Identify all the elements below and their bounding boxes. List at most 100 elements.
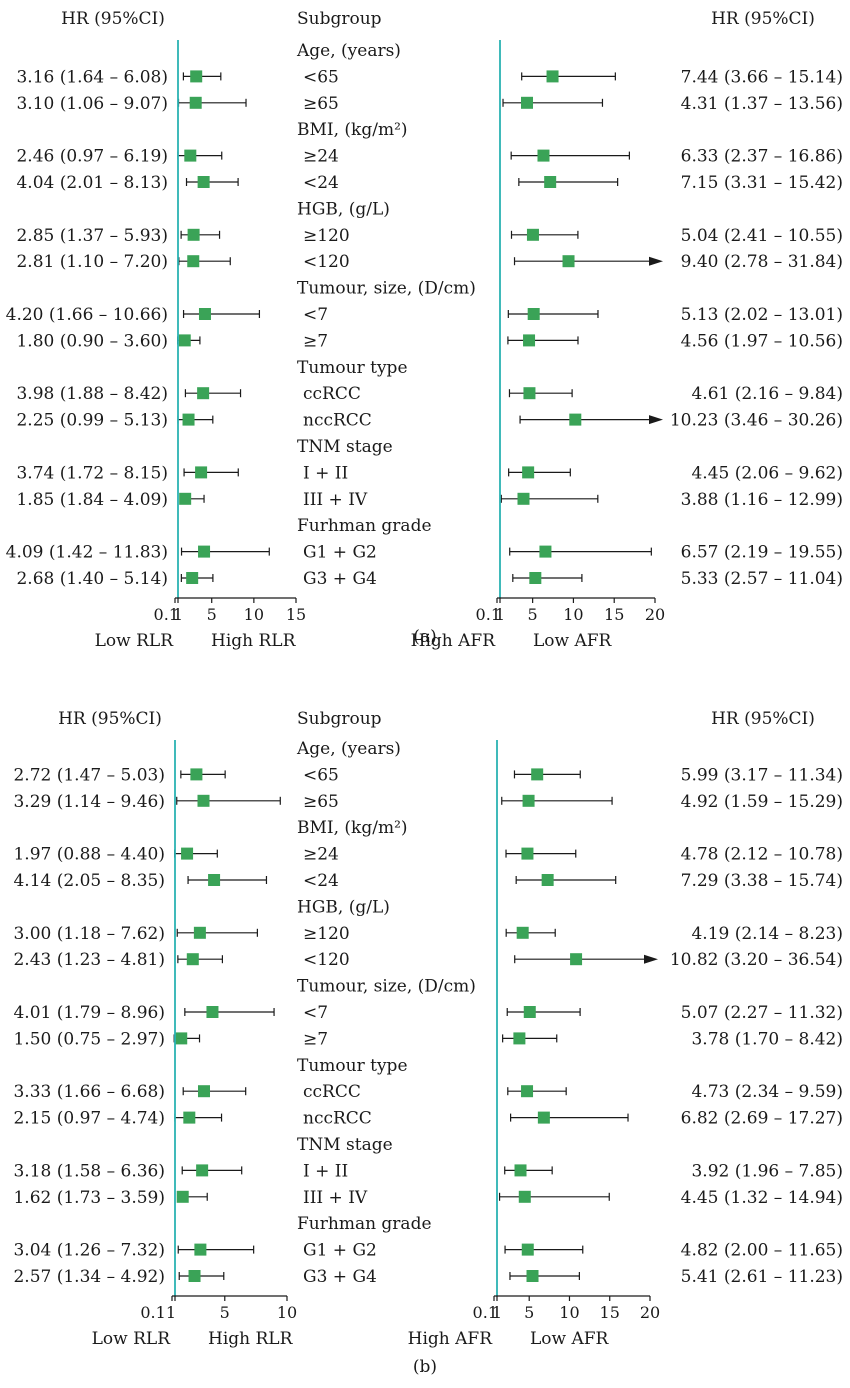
left-hr-marker (193, 926, 206, 939)
group-label: HGB, (g/L) (297, 199, 390, 219)
left-axis-tick-label: 0.11 (140, 1303, 176, 1322)
forest-row: 3.18 (1.58 – 6.36) I + II 3.92 (1.96 – 7.8… (13, 1161, 843, 1181)
left-hr-marker (187, 255, 200, 268)
left-hr-text: 3.04 (1.26 – 7.32) (13, 1241, 165, 1261)
group-label: Tumour, size, (D/cm) (297, 977, 476, 997)
right-hr-text: 5.04 (2.41 – 10.55) (681, 226, 843, 246)
left-hr-marker (196, 1164, 209, 1177)
left-hr-marker (186, 572, 199, 584)
left-hr-marker (198, 545, 211, 558)
left-hr-text: 3.29 (1.14 – 9.46) (13, 792, 165, 812)
group-label: BMI, (kg/m²) (297, 120, 408, 140)
forest-row: 2.43 (1.23 – 4.81) <120 10.82 (3.20 – 36.5… (13, 950, 843, 970)
right-axis-tick-label: 20 (640, 1303, 660, 1322)
forest-panel-a: HR (95%CI) Subgroup HR (95%CI) Age, (years)… (6, 9, 843, 651)
right-axis-tick-label: 1 (492, 1303, 502, 1322)
left-hr-text: 2.72 (1.47 – 5.03) (13, 765, 165, 785)
left-hr-marker (178, 334, 191, 347)
left-hr-text: 1.85 (1.84 – 4.09) (16, 490, 168, 510)
right-hr-text: 4.56 (1.97 – 10.56) (681, 331, 843, 351)
left-hr-text: 3.16 (1.64 – 6.08) (16, 67, 168, 87)
right-hr-marker (521, 847, 534, 860)
right-axis-tick-label: 10 (563, 605, 583, 624)
left-hr-marker (175, 1032, 188, 1045)
right-hr-marker (541, 874, 554, 886)
left-hr-marker (183, 1111, 196, 1124)
forest-row: 2.57 (1.34 – 4.92) G3 + G4 5.41 (2.61 – 11… (13, 1267, 843, 1287)
right-axis-tick-label: 0.1 (476, 605, 501, 624)
forest-row: 2.85 (1.37 – 5.93) ≥120 5.04 (2.41 – 10.55… (16, 226, 843, 246)
right-axis-tick-label: 15 (600, 1303, 620, 1322)
subgroup-label: <120 (303, 950, 350, 970)
right-hr-marker (562, 255, 575, 268)
right-hr-text: 6.57 (2.19 – 19.55) (681, 543, 843, 563)
right-hr-text: 6.33 (2.37 – 16.86) (681, 147, 843, 167)
right-hr-header: HR (95%CI) (711, 9, 815, 29)
left-hr-marker (189, 96, 202, 109)
forest-row: 2.15 (0.97 – 4.74) nccRCC 6.82 (2.69 – 17.… (13, 1109, 843, 1129)
forest-row: 2.72 (1.47 – 5.03) <65 5.99 (3.17 – 11.34) (13, 765, 843, 785)
forest-row: 4.04 (2.01 – 8.13) <24 7.15 (3.31 – 15.42) (16, 173, 843, 193)
right-hr-text: 4.61 (2.16 – 9.84) (691, 384, 843, 404)
left-hr-marker (197, 1085, 210, 1098)
subgroup-label: ≥120 (303, 226, 350, 246)
right-hr-text: 4.73 (2.34 – 9.59) (691, 1082, 843, 1102)
right-axis-tick-label: 5 (524, 1303, 534, 1322)
right-hr-marker (516, 926, 529, 939)
subgroup-label: ≥24 (303, 845, 339, 865)
left-hr-text: 1.62 (1.73 – 3.59) (13, 1188, 165, 1208)
subgroup-label: nccRCC (303, 1109, 372, 1129)
left-hr-marker (194, 1243, 207, 1256)
right-axis-tick-label: 10 (559, 1303, 579, 1322)
left-hr-marker (206, 1006, 219, 1018)
right-hr-text: 4.45 (2.06 – 9.62) (691, 463, 843, 483)
group-label: Tumour type (297, 1056, 408, 1076)
subgroup-label: G3 + G4 (303, 1267, 377, 1287)
left-hr-text: 2.46 (0.97 – 6.19) (16, 147, 168, 167)
subgroup-label: <65 (303, 67, 339, 87)
group-label: Age, (years) (296, 41, 401, 61)
left-hr-text: 3.33 (1.66 – 6.68) (13, 1082, 165, 1102)
right-hr-marker (522, 466, 535, 479)
forest-row: 3.33 (1.66 – 6.68) ccRCC 4.73 (2.34 – 9.59… (13, 1082, 843, 1102)
left-hr-text: 1.50 (0.75 – 2.97) (13, 1029, 165, 1049)
right-hr-marker (526, 1270, 539, 1282)
group-label: TNM stage (297, 437, 393, 457)
left-hr-text: 2.81 (1.10 – 7.20) (16, 252, 168, 272)
forest-row: 4.14 (2.05 – 8.35) <24 7.29 (3.38 – 15.74) (13, 871, 843, 891)
left-x-axis: 0.11 5 10 Low RLR High RLR (92, 1295, 297, 1349)
subgroup-label: G1 + G2 (303, 1241, 377, 1261)
subgroup-label: ≥7 (303, 331, 328, 351)
subgroup-label: III + IV (303, 1188, 368, 1208)
right-hr-text: 4.92 (1.59 – 15.29) (681, 792, 843, 812)
right-hr-text: 10.82 (3.20 – 36.54) (670, 950, 843, 970)
left-hr-marker (198, 308, 211, 320)
left-hr-header: HR (95%CI) (61, 9, 165, 29)
right-ci-arrow (649, 415, 663, 425)
left-axis-tick-label: 5 (220, 1303, 230, 1322)
right-hr-marker (517, 492, 530, 505)
forest-row: 1.97 (0.88 – 4.40) ≥24 4.78 (2.12 – 10.78) (13, 845, 843, 865)
left-axis-low-label: Low RLR (95, 631, 175, 651)
subgroup-header: Subgroup (297, 9, 382, 29)
group-label: Furhman grade (297, 516, 432, 536)
right-axis-tick-label: 1 (495, 605, 505, 624)
forest-row: 2.46 (0.97 – 6.19) ≥24 6.33 (2.37 – 16.86) (16, 147, 843, 167)
subgroup-label: III + IV (303, 490, 368, 510)
subgroup-header: Subgroup (297, 709, 382, 729)
left-hr-header: HR (95%CI) (58, 709, 162, 729)
left-hr-marker (186, 953, 199, 966)
right-hr-marker (523, 1006, 536, 1018)
subgroup-label: <120 (303, 252, 350, 272)
right-axis-tick-label: 15 (604, 605, 624, 624)
forest-row: 1.50 (0.75 – 2.97) ≥7 3.78 (1.70 – 8.42) (13, 1029, 843, 1049)
right-axis-tick-label: 5 (528, 605, 538, 624)
right-ci-arrow (644, 954, 658, 964)
forest-row: 4.01 (1.79 – 8.96) <7 5.07 (2.27 – 11.32) (13, 1003, 843, 1023)
forest-row: 1.80 (0.90 – 3.60) ≥7 4.56 (1.97 – 10.56) (16, 331, 843, 351)
right-hr-marker (539, 545, 552, 558)
left-hr-marker (190, 70, 203, 83)
